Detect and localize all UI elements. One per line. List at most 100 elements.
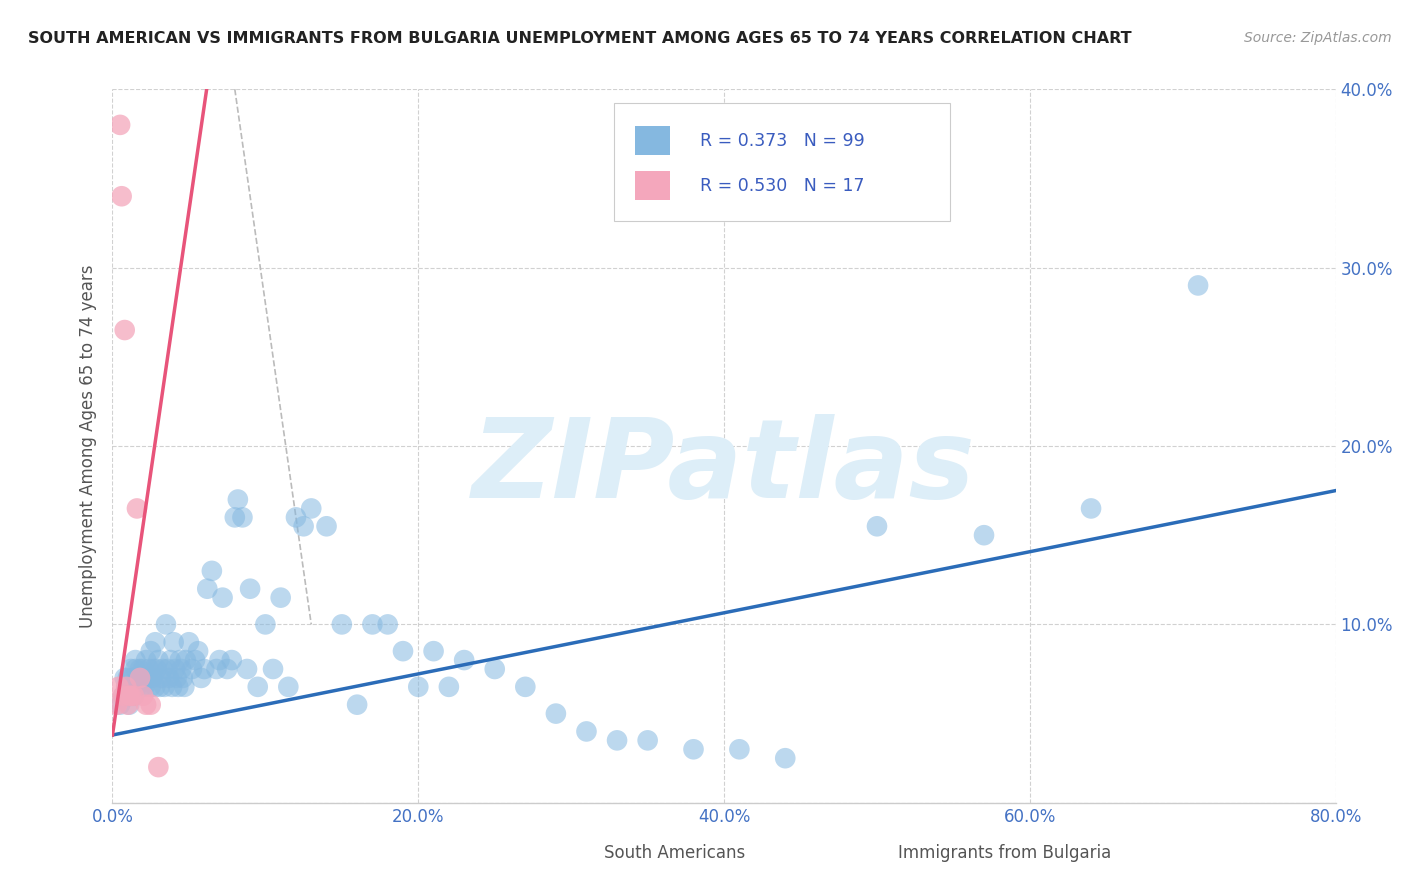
Point [121, 671, 143, 685]
Point [330, 617, 353, 632]
Point [392, 644, 415, 658]
Point [239, 582, 262, 596]
Point [575, 724, 598, 739]
Point [437, 680, 460, 694]
Point [132, 662, 155, 676]
Point [190, 671, 212, 685]
Point [315, 519, 337, 533]
Text: South Americans: South Americans [605, 844, 745, 862]
Point [165, 662, 187, 676]
Point [115, 680, 138, 694]
Text: SOUTH AMERICAN VS IMMIGRANTS FROM BULGARIA UNEMPLOYMENT AMONG AGES 65 TO 74 YEAR: SOUTH AMERICAN VS IMMIGRANTS FROM BULGAR… [28, 31, 1132, 46]
FancyBboxPatch shape [634, 171, 671, 200]
Point [120, 662, 142, 676]
Point [544, 706, 567, 721]
FancyBboxPatch shape [553, 847, 599, 865]
Point [231, 510, 253, 524]
Point [277, 680, 299, 694]
Text: R = 0.373   N = 99: R = 0.373 N = 99 [700, 132, 865, 150]
Point [132, 689, 155, 703]
Point [107, 680, 129, 694]
Point [118, 689, 141, 703]
Point [195, 582, 218, 596]
Point [120, 689, 142, 703]
Point [682, 742, 704, 756]
Point [112, 689, 135, 703]
Point [124, 662, 146, 676]
Point [124, 653, 146, 667]
Point [208, 653, 231, 667]
Point [152, 662, 174, 676]
Point [606, 733, 628, 747]
Point [284, 510, 308, 524]
Point [149, 680, 172, 694]
Point [120, 680, 142, 694]
Point [174, 653, 197, 667]
Point [211, 591, 233, 605]
Point [163, 635, 186, 649]
Point [148, 653, 170, 667]
Point [135, 698, 157, 712]
FancyBboxPatch shape [846, 847, 893, 865]
Point [193, 662, 215, 676]
Point [143, 635, 166, 649]
Point [484, 662, 506, 676]
Point [262, 662, 284, 676]
Point [141, 671, 163, 685]
Y-axis label: Unemployment Among Ages 65 to 74 years: Unemployment Among Ages 65 to 74 years [79, 264, 97, 628]
Point [139, 644, 162, 658]
Point [125, 680, 148, 694]
Point [127, 671, 149, 685]
Point [453, 653, 475, 667]
Point [177, 635, 200, 649]
Point [156, 662, 179, 676]
Point [159, 653, 181, 667]
Point [221, 653, 243, 667]
Text: R = 0.530   N = 17: R = 0.530 N = 17 [700, 177, 865, 194]
Point [139, 698, 162, 712]
Point [139, 680, 162, 694]
Point [515, 680, 537, 694]
Point [112, 689, 135, 703]
Point [408, 680, 430, 694]
Point [131, 680, 153, 694]
Point [155, 617, 177, 632]
Point [973, 528, 995, 542]
Point [205, 662, 228, 676]
Point [125, 501, 148, 516]
Point [111, 189, 134, 203]
Point [224, 510, 246, 524]
Point [270, 591, 292, 605]
Point [292, 519, 315, 533]
Point [246, 680, 269, 694]
Point [181, 662, 204, 676]
Point [184, 653, 207, 667]
Point [134, 680, 156, 694]
Point [169, 653, 191, 667]
Point [117, 689, 139, 703]
Point [129, 662, 152, 676]
Point [866, 519, 889, 533]
Point [1187, 278, 1209, 293]
Point [114, 323, 136, 337]
Point [148, 760, 170, 774]
Point [236, 662, 259, 676]
Point [361, 617, 384, 632]
Point [187, 644, 209, 658]
Point [637, 733, 659, 747]
Point [422, 644, 444, 658]
Point [150, 671, 173, 685]
Point [115, 680, 138, 694]
Point [254, 617, 277, 632]
Point [170, 662, 193, 676]
Point [122, 680, 145, 694]
Point [299, 501, 322, 516]
Point [105, 698, 128, 712]
Point [143, 680, 166, 694]
Point [167, 680, 190, 694]
Point [775, 751, 797, 765]
Point [166, 671, 188, 685]
FancyBboxPatch shape [634, 127, 671, 155]
FancyBboxPatch shape [614, 103, 950, 221]
Point [226, 492, 249, 507]
